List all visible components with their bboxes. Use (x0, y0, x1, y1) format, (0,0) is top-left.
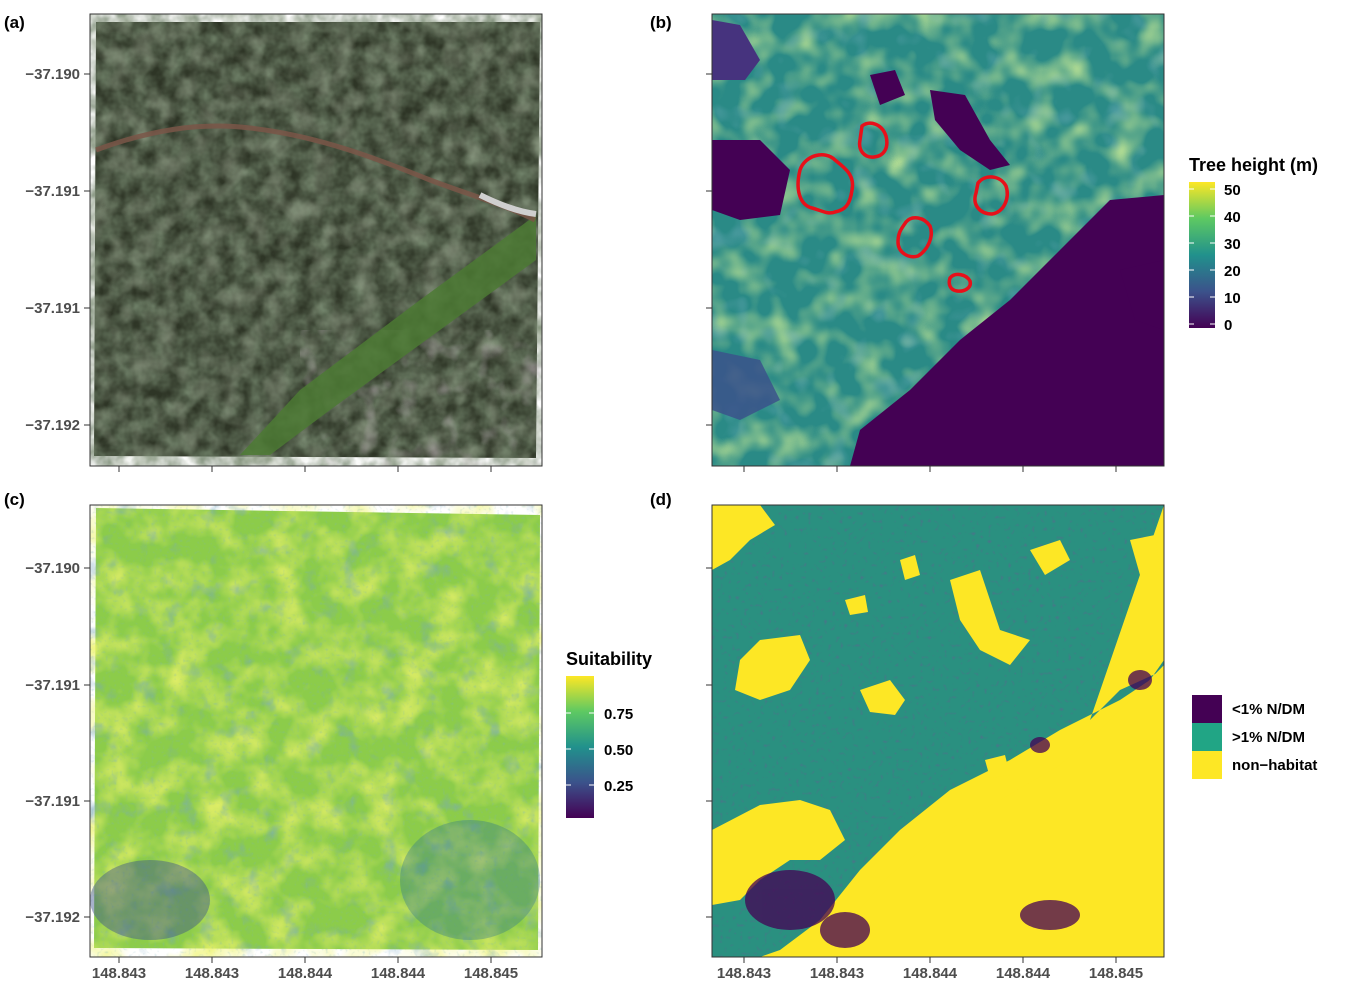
panel-c-x-axis: 148.843 148.843 148.844 148.844 148.845 (92, 957, 518, 982)
y-tick-label: −37.191 (25, 677, 80, 694)
suitability-raster (90, 505, 542, 957)
habitat-legend-label: non−habitat (1232, 757, 1317, 774)
non-habitat-areas (712, 505, 1164, 957)
panel-c-letter: (c) (4, 490, 25, 509)
suitability-legend: Suitability 0.75 0.50 0.25 (566, 649, 652, 818)
panel-a-frame (89, 13, 543, 467)
suitability-legend-label: 0.50 (604, 742, 633, 759)
grass-strip (240, 215, 536, 455)
y-tick-label: −37.190 (25, 66, 80, 83)
x-tick-label: 148.844 (903, 965, 958, 982)
suitability-legend-label: 0.75 (604, 706, 633, 723)
habitat-legend-swatch-low (1192, 695, 1222, 723)
panel-a-y-axis: −37.190 −37.191 −37.191 −37.192 (25, 66, 90, 434)
tree-crown-outline (857, 121, 889, 159)
highlighted-tree-crowns (796, 121, 1009, 293)
suitability-colorbar (566, 676, 594, 818)
panel-b-frame (711, 13, 1165, 467)
habitat-legend-swatch-high (1192, 723, 1222, 751)
panel-d: (d) (650, 490, 1317, 982)
tree-height-legend-label: 20 (1224, 263, 1241, 280)
panel-c: (c) −37.190 −37.191 −37.191 −37.192 (4, 490, 652, 982)
panel-d-frame (711, 504, 1165, 958)
panel-a-x-ticks (118, 466, 492, 472)
tree-crown-outline (947, 272, 973, 293)
panel-d-y-ticks (706, 567, 712, 918)
tree-crown-outline (896, 216, 933, 259)
panel-a-letter: (a) (4, 13, 25, 32)
tree-height-raster (712, 14, 1164, 466)
x-tick-label: 148.843 (185, 965, 239, 982)
panel-c-y-axis: −37.190 −37.191 −37.191 −37.192 (25, 560, 90, 926)
x-tick-label: 148.843 (810, 965, 864, 982)
habitat-legend-label: >1% N/DM (1232, 729, 1305, 746)
y-tick-label: −37.191 (25, 793, 80, 810)
panel-b: (b) (650, 13, 1318, 472)
suitability-legend-title: Suitability (566, 649, 652, 669)
panel-d-x-axis: 148.843 148.843 148.844 148.844 148.845 (717, 957, 1143, 982)
tree-height-colorbar (1189, 182, 1215, 328)
habitat-legend: <1% N/DM >1% N/DM non−habitat (1192, 695, 1317, 779)
orthophoto-raster (90, 14, 542, 466)
y-tick-label: −37.190 (25, 560, 80, 577)
tree-height-legend-label: 50 (1224, 182, 1241, 199)
panel-a: (a) −37.190 −37.191 −37.191 −37.192 (4, 13, 543, 472)
x-tick-label: 148.845 (1089, 965, 1143, 982)
x-tick-label: 148.844 (371, 965, 426, 982)
x-tick-label: 148.843 (92, 965, 146, 982)
panel-b-letter: (b) (650, 13, 672, 32)
low-nitrogen-areas (745, 670, 1152, 948)
tree-height-legend-title: Tree height (m) (1189, 155, 1318, 175)
panel-c-frame (89, 504, 543, 958)
tree-crown-outline (796, 153, 855, 215)
habitat-legend-swatch-non-habitat (1192, 751, 1222, 779)
y-tick-label: −37.192 (25, 909, 80, 926)
tree-height-legend-label: 10 (1224, 290, 1241, 307)
y-tick-label: −37.191 (25, 183, 80, 200)
panel-b-ticks (706, 73, 1117, 472)
habitat-legend-label: <1% N/DM (1232, 701, 1305, 718)
tree-crown-outline (973, 175, 1009, 216)
tree-height-legend-label: 30 (1224, 236, 1241, 253)
y-tick-label: −37.192 (25, 417, 80, 434)
x-tick-label: 148.845 (464, 965, 518, 982)
y-tick-label: −37.191 (25, 300, 80, 317)
tree-height-legend: Tree height (m) 50 40 30 20 10 0 (1189, 155, 1318, 334)
tree-height-legend-label: 0 (1224, 317, 1232, 334)
habitat-raster (712, 505, 1164, 957)
x-tick-label: 148.844 (278, 965, 333, 982)
low-canopy-gap (850, 195, 1164, 466)
x-tick-label: 148.844 (996, 965, 1051, 982)
dirt-track (95, 123, 537, 223)
suitability-legend-label: 0.25 (604, 778, 633, 795)
x-tick-label: 148.843 (717, 965, 771, 982)
panel-d-letter: (d) (650, 490, 672, 509)
tree-height-legend-label: 40 (1224, 209, 1241, 226)
